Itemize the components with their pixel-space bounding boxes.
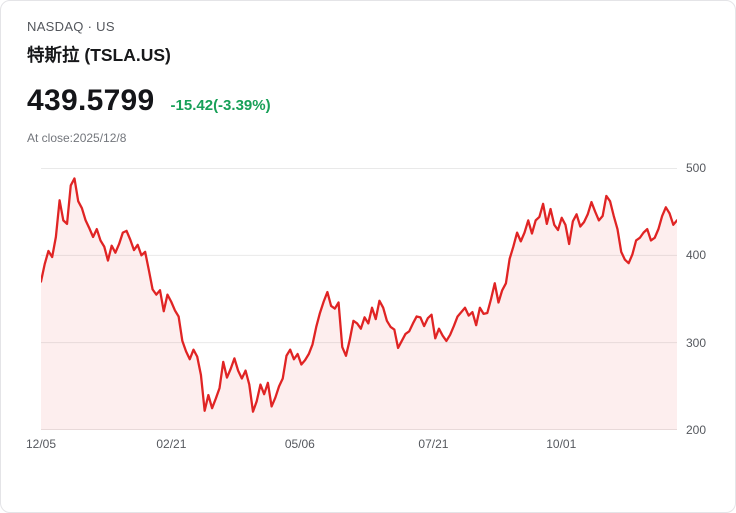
price-area [41, 178, 677, 430]
y-axis: 500 400 300 200 [677, 162, 731, 436]
y-axis-label: 400 [686, 248, 707, 263]
exchange-label: NASDAQ · US [27, 19, 115, 34]
stock-title: 特斯拉 (TSLA.US) [27, 45, 171, 65]
price-line [41, 177, 677, 413]
last-price: 439.5799 [27, 84, 155, 117]
x-axis: 12/05 02/21 05/06 07/21 10/01 [26, 430, 677, 456]
x-axis-label: 12/05 [25, 437, 57, 451]
x-axis-label: 10/01 [546, 437, 577, 451]
x-axis-label: 05/06 [284, 437, 315, 451]
price-row: 439.5799 -15.42(-3.39%) [27, 84, 709, 118]
price-change: -15.42(-3.39%) [170, 97, 271, 114]
y-axis-label: 500 [686, 161, 707, 175]
quote-header: NASDAQ · US 特斯拉 (TSLA.US) 439.5799 -15.4… [1, 1, 735, 145]
y-axis-label: 200 [686, 423, 707, 437]
as-of-label: At close:2025/12/8 [27, 131, 127, 145]
x-axis-label: 07/21 [418, 437, 449, 451]
chart-canvas[interactable] [41, 168, 677, 430]
price-chart[interactable]: 500 400 300 200 12/05 02/21 05/06 07/21 10/01 [26, 162, 706, 450]
y-axis-label: 300 [686, 335, 707, 350]
x-axis-label: 02/21 [156, 437, 187, 451]
